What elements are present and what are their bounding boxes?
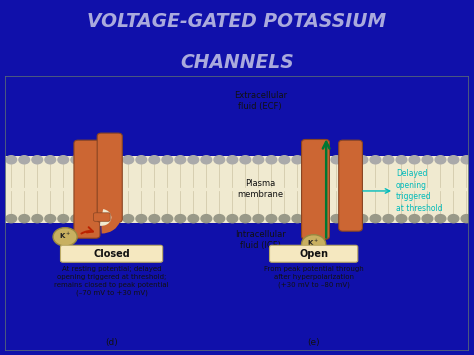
Circle shape bbox=[53, 228, 77, 246]
Circle shape bbox=[383, 214, 394, 223]
Circle shape bbox=[422, 156, 433, 164]
Circle shape bbox=[240, 156, 251, 164]
Circle shape bbox=[331, 214, 342, 223]
Circle shape bbox=[344, 156, 355, 164]
Circle shape bbox=[318, 214, 329, 223]
Circle shape bbox=[84, 214, 95, 223]
Circle shape bbox=[32, 214, 43, 223]
Circle shape bbox=[448, 214, 459, 223]
Circle shape bbox=[71, 156, 82, 164]
Circle shape bbox=[409, 214, 420, 223]
Circle shape bbox=[201, 214, 212, 223]
Circle shape bbox=[266, 214, 277, 223]
FancyBboxPatch shape bbox=[270, 245, 358, 262]
Circle shape bbox=[370, 156, 381, 164]
Circle shape bbox=[19, 156, 29, 164]
Circle shape bbox=[292, 156, 303, 164]
Circle shape bbox=[6, 156, 17, 164]
Text: K$^+$: K$^+$ bbox=[307, 237, 319, 248]
Circle shape bbox=[136, 156, 146, 164]
Circle shape bbox=[214, 214, 225, 223]
Circle shape bbox=[357, 214, 368, 223]
Circle shape bbox=[266, 156, 277, 164]
Circle shape bbox=[97, 214, 108, 223]
Circle shape bbox=[279, 156, 290, 164]
Circle shape bbox=[110, 156, 121, 164]
Text: (d): (d) bbox=[105, 338, 118, 347]
FancyBboxPatch shape bbox=[61, 245, 163, 262]
Circle shape bbox=[396, 156, 407, 164]
Circle shape bbox=[227, 156, 237, 164]
Circle shape bbox=[175, 214, 186, 223]
Circle shape bbox=[292, 214, 303, 223]
Circle shape bbox=[253, 156, 264, 164]
Circle shape bbox=[58, 156, 69, 164]
Circle shape bbox=[123, 156, 134, 164]
Circle shape bbox=[461, 156, 472, 164]
Text: Extracellular
fluid (ECF): Extracellular fluid (ECF) bbox=[234, 91, 287, 111]
Circle shape bbox=[6, 214, 17, 223]
FancyBboxPatch shape bbox=[339, 140, 363, 231]
Circle shape bbox=[370, 214, 381, 223]
Text: At resting potential; delayed
opening triggered at threshold;
remains closed to : At resting potential; delayed opening tr… bbox=[54, 266, 169, 296]
Circle shape bbox=[97, 156, 108, 164]
Circle shape bbox=[123, 214, 134, 223]
Circle shape bbox=[331, 156, 342, 164]
Circle shape bbox=[149, 214, 160, 223]
Circle shape bbox=[422, 214, 433, 223]
Circle shape bbox=[305, 214, 316, 223]
FancyBboxPatch shape bbox=[97, 133, 122, 222]
Text: Delayed
opening
triggered
at threshold: Delayed opening triggered at threshold bbox=[396, 169, 443, 213]
Circle shape bbox=[409, 156, 420, 164]
FancyBboxPatch shape bbox=[74, 140, 100, 238]
Text: From peak potential through
after hyperpolarization
(+30 mV to –80 mV): From peak potential through after hyperp… bbox=[264, 266, 364, 288]
Bar bbox=[5, 156, 469, 223]
Circle shape bbox=[162, 156, 173, 164]
Circle shape bbox=[58, 214, 69, 223]
Circle shape bbox=[240, 214, 251, 223]
Circle shape bbox=[279, 214, 290, 223]
Text: K$^+$: K$^+$ bbox=[59, 231, 71, 241]
Circle shape bbox=[188, 214, 199, 223]
Circle shape bbox=[45, 214, 55, 223]
Circle shape bbox=[188, 156, 199, 164]
Text: Closed: Closed bbox=[93, 249, 130, 259]
Circle shape bbox=[201, 156, 212, 164]
Circle shape bbox=[383, 156, 394, 164]
Circle shape bbox=[461, 214, 472, 223]
FancyBboxPatch shape bbox=[301, 140, 329, 239]
Circle shape bbox=[301, 235, 326, 253]
Text: CHANNELS: CHANNELS bbox=[180, 53, 294, 72]
Circle shape bbox=[110, 214, 121, 223]
Circle shape bbox=[448, 156, 459, 164]
Circle shape bbox=[32, 156, 43, 164]
Circle shape bbox=[435, 156, 446, 164]
Circle shape bbox=[396, 214, 407, 223]
Circle shape bbox=[305, 156, 316, 164]
Text: VOLTAGE-GATED POTASSIUM: VOLTAGE-GATED POTASSIUM bbox=[87, 12, 387, 31]
Circle shape bbox=[318, 156, 329, 164]
Circle shape bbox=[227, 214, 237, 223]
Circle shape bbox=[162, 214, 173, 223]
Circle shape bbox=[71, 214, 82, 223]
Circle shape bbox=[45, 156, 55, 164]
Circle shape bbox=[136, 214, 146, 223]
FancyBboxPatch shape bbox=[93, 213, 110, 221]
Text: Open: Open bbox=[299, 249, 328, 259]
Circle shape bbox=[149, 156, 160, 164]
Text: Intracellular
fluid (ICF): Intracellular fluid (ICF) bbox=[235, 230, 286, 250]
Circle shape bbox=[253, 214, 264, 223]
Text: (e): (e) bbox=[307, 338, 320, 347]
Circle shape bbox=[84, 156, 95, 164]
Circle shape bbox=[19, 214, 29, 223]
Circle shape bbox=[357, 156, 368, 164]
Circle shape bbox=[175, 156, 186, 164]
Text: Plasma
membrane: Plasma membrane bbox=[237, 179, 283, 199]
Circle shape bbox=[344, 214, 355, 223]
Circle shape bbox=[214, 156, 225, 164]
Circle shape bbox=[435, 214, 446, 223]
